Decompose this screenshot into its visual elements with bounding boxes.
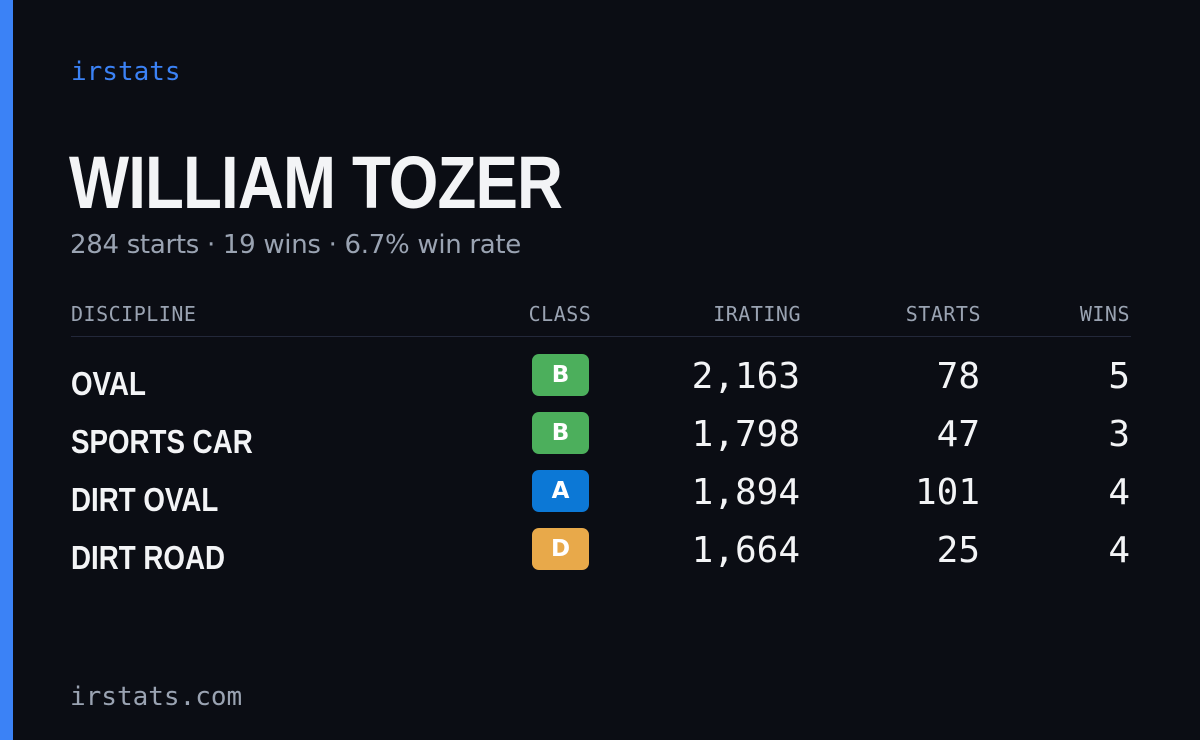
- table-row: OVAL B 2,163 78 5: [71, 354, 1131, 412]
- header-class: CLASS: [528, 302, 592, 326]
- discipline-name: DIRT OVAL: [71, 481, 219, 518]
- table-header: DISCIPLINE CLASS IRATING STARTS WINS: [71, 298, 1131, 337]
- starts-value: 25: [936, 530, 980, 571]
- irating-value: 1,664: [691, 530, 800, 571]
- wins-value: 3: [1108, 414, 1130, 455]
- wins-value: 5: [1108, 356, 1130, 397]
- header-discipline: DISCIPLINE: [71, 302, 197, 326]
- wins-value: 4: [1108, 472, 1130, 513]
- discipline-name: DIRT ROAD: [71, 539, 225, 576]
- class-badge: B: [532, 354, 589, 396]
- class-badge: B: [532, 412, 589, 454]
- driver-summary: 284 starts · 19 wins · 6.7% win rate: [70, 230, 522, 260]
- table-row: DIRT OVAL A 1,894 101 4: [71, 470, 1131, 528]
- accent-bar: [0, 0, 13, 740]
- driver-name: WILLIAM TOZER: [69, 141, 563, 224]
- starts-value: 101: [914, 472, 980, 513]
- table-row: SPORTS CAR B 1,798 47 3: [71, 412, 1131, 470]
- header-starts: STARTS: [905, 302, 981, 326]
- brand-logo-text: irstats: [71, 57, 181, 87]
- footer-url: irstats.com: [70, 682, 243, 712]
- header-wins: WINS: [1079, 302, 1130, 326]
- stats-table: DISCIPLINE CLASS IRATING STARTS WINS OVA…: [71, 298, 1131, 586]
- class-badge: D: [532, 528, 589, 570]
- table-row: DIRT ROAD D 1,664 25 4: [71, 528, 1131, 586]
- discipline-name: SPORTS CAR: [71, 423, 253, 460]
- irating-value: 1,798: [691, 414, 800, 455]
- wins-value: 4: [1108, 530, 1130, 571]
- starts-value: 47: [936, 414, 980, 455]
- header-irating: IRATING: [713, 302, 801, 326]
- irating-value: 2,163: [691, 356, 800, 397]
- discipline-name: OVAL: [71, 365, 146, 402]
- table-body: OVAL B 2,163 78 5 SPORTS CAR B 1,798 47 …: [71, 354, 1131, 586]
- starts-value: 78: [936, 356, 980, 397]
- irating-value: 1,894: [691, 472, 800, 513]
- class-badge: A: [532, 470, 589, 512]
